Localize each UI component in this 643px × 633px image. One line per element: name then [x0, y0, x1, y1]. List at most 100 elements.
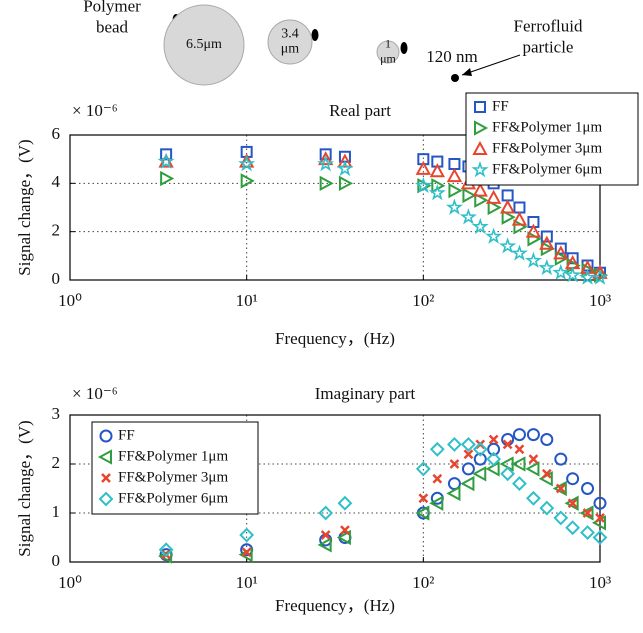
legend-label: FF&Polymer 6μm — [118, 490, 228, 506]
particle-label: Ferrofluid particle — [514, 16, 583, 56]
marker — [499, 237, 517, 254]
marker — [472, 182, 488, 197]
y-multiplier: × 10⁻⁶ — [72, 384, 118, 403]
marker — [471, 217, 489, 235]
marker — [525, 461, 540, 477]
marker — [528, 454, 539, 464]
marker — [158, 542, 174, 558]
marker — [473, 452, 487, 466]
marker — [487, 442, 501, 456]
marker — [317, 537, 332, 553]
marker — [160, 148, 173, 161]
marker — [238, 155, 256, 172]
marker — [578, 268, 597, 285]
marker — [160, 170, 175, 187]
bead — [267, 19, 313, 65]
marker — [501, 209, 516, 225]
x-tick-label: 10² — [412, 573, 434, 592]
marker — [526, 490, 541, 506]
marker — [512, 476, 527, 492]
marker — [462, 187, 477, 204]
y-tick-label: 1 — [52, 502, 61, 521]
marker — [318, 505, 334, 521]
x-axis-label: Frequency，(Hz) — [275, 329, 395, 348]
marker — [337, 153, 353, 168]
marker — [513, 201, 526, 214]
marker — [592, 264, 608, 279]
marker — [486, 451, 502, 467]
marker — [447, 436, 462, 452]
marker — [317, 151, 334, 166]
legend-label: FF&Polymer 3μm — [118, 469, 228, 485]
marker — [540, 230, 553, 243]
marker — [565, 520, 581, 536]
marker — [554, 452, 568, 466]
legend-marker — [474, 120, 489, 136]
arrow — [461, 54, 521, 76]
marker — [432, 473, 443, 484]
particle-size: 120 nm — [426, 47, 477, 66]
marker — [448, 158, 461, 170]
bead-label: 6.5μm — [186, 37, 222, 52]
bead-label: 1 μm — [380, 36, 396, 65]
x-tick-label: 10¹ — [236, 291, 258, 310]
marker — [336, 159, 354, 177]
marker — [414, 176, 432, 194]
marker — [592, 530, 608, 545]
marker — [581, 482, 595, 495]
marker — [157, 152, 175, 169]
legend-label: FF&Polymer 6μm — [492, 161, 602, 177]
chart: 10⁰ 10¹ 10² 10³ 0 2 4 6 Real part × 10⁻⁶ Frequency… — [15, 92, 639, 348]
marker — [539, 500, 555, 516]
marker — [593, 496, 607, 510]
marker — [500, 466, 516, 482]
marker — [579, 505, 594, 521]
bead — [163, 4, 245, 86]
marker — [580, 525, 595, 541]
marker — [336, 529, 351, 546]
marker — [567, 498, 578, 509]
marker — [448, 182, 463, 199]
marker — [240, 173, 255, 189]
y-tick-label: 2 — [52, 453, 61, 472]
particle-dot — [400, 42, 408, 54]
x-axis-label: Frequency，(Hz) — [275, 596, 395, 615]
legend-label: FF — [492, 98, 509, 114]
marker — [514, 444, 525, 455]
marker — [485, 189, 502, 204]
marker — [446, 485, 461, 502]
marker — [460, 475, 475, 492]
y-tick-label: 4 — [52, 172, 61, 191]
marker — [502, 439, 513, 450]
y-axis-label: Signal change，(V) — [15, 420, 34, 556]
marker — [474, 192, 489, 208]
marker — [538, 258, 556, 276]
marker — [461, 436, 476, 452]
legend-label: FF&Polymer 1μm — [118, 448, 228, 464]
x-tick-label: 10³ — [589, 291, 611, 310]
y-tick-label: 0 — [52, 269, 61, 288]
y-tick-label: 2 — [52, 221, 61, 240]
x-tick-label: 10³ — [589, 573, 611, 592]
legend-label: FF&Polymer 3μm — [492, 140, 602, 156]
marker — [320, 530, 331, 540]
legend-marker — [101, 473, 111, 483]
marker — [541, 468, 552, 479]
marker — [566, 472, 580, 486]
marker — [564, 266, 582, 283]
marker — [555, 483, 566, 494]
marker — [415, 461, 431, 477]
marker — [510, 244, 528, 261]
bead-label: 3.4 μm — [281, 27, 300, 57]
chart-title: Imaginary part — [315, 384, 416, 403]
arrow-head — [462, 68, 472, 76]
marker — [554, 242, 567, 255]
legend-marker — [471, 161, 489, 178]
x-tick-label: 10⁰ — [58, 291, 82, 310]
legend-marker — [98, 491, 114, 507]
marker — [429, 163, 446, 178]
legend-box — [465, 92, 639, 186]
marker — [459, 208, 477, 225]
marker — [241, 547, 252, 558]
